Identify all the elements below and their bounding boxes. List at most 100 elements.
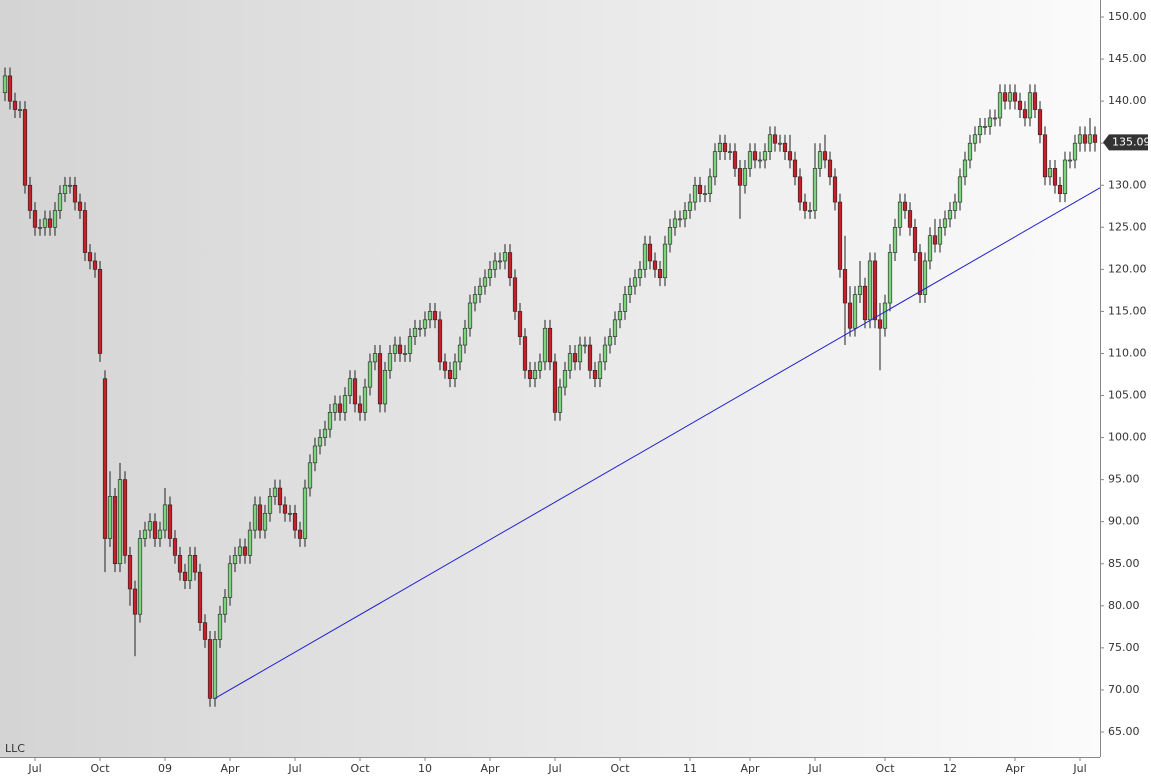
candle-body: [122, 479, 128, 556]
y-tick-label: 105.00: [1108, 389, 1147, 402]
candle-body: [602, 344, 608, 363]
candle-body: [292, 512, 298, 531]
x-tick-label: Jul: [27, 762, 41, 775]
candle-body: [652, 260, 658, 270]
candle-body: [322, 428, 328, 438]
candle-body: [937, 227, 943, 245]
candle-body: [732, 151, 738, 169]
time-axis-background: [0, 757, 1100, 778]
y-tick-label: 65.00: [1108, 725, 1140, 738]
candle-body: [762, 151, 768, 161]
candle-body: [387, 353, 393, 371]
candle-body: [42, 218, 48, 228]
candle-body: [407, 336, 413, 354]
candle-body: [582, 344, 588, 347]
candle-body: [357, 403, 363, 413]
candle-body: [417, 327, 423, 330]
candle-body: [297, 529, 303, 539]
candle-body: [22, 109, 28, 186]
candle-body: [712, 151, 718, 178]
candle-body: [927, 235, 933, 262]
candle-body: [757, 159, 763, 162]
candle-body: [112, 496, 118, 565]
candle-body: [967, 142, 973, 161]
candle-body: [82, 210, 88, 253]
candle-body: [342, 395, 348, 413]
candle-body: [812, 168, 818, 211]
candle-body: [262, 512, 268, 531]
candle-body: [867, 260, 873, 321]
candle-body: [97, 269, 103, 354]
candle-body: [917, 252, 923, 295]
candle-body: [617, 311, 623, 321]
x-tick-label: Apr: [220, 762, 240, 775]
candle-body: [592, 369, 598, 380]
candle-body: [572, 353, 578, 363]
candle-body: [562, 369, 568, 388]
candle-body: [202, 622, 208, 640]
candle-body: [172, 538, 178, 556]
candle-body: [37, 227, 43, 229]
price-axis-background: [1100, 0, 1151, 778]
candle-body: [162, 504, 168, 531]
candle-body: [662, 243, 668, 279]
candle-body: [657, 269, 663, 279]
y-tick-label: 110.00: [1108, 346, 1147, 359]
candle-body: [782, 142, 788, 152]
candle-body: [1092, 134, 1098, 143]
candle-body: [1062, 159, 1068, 194]
source-label: LLC: [5, 742, 25, 755]
candle-body: [492, 260, 498, 270]
candle-body: [682, 210, 688, 220]
candle-body: [737, 168, 743, 186]
candle-body: [607, 336, 613, 346]
candle-body: [392, 344, 398, 354]
candle-body: [282, 504, 288, 514]
candle-body: [787, 151, 793, 161]
candle-body: [32, 210, 38, 228]
candle-body: [667, 227, 673, 245]
candle-body: [1042, 134, 1048, 178]
candle-body: [382, 369, 388, 405]
candle-body: [802, 201, 808, 211]
candle-body: [1027, 92, 1033, 119]
candle-body: [7, 75, 13, 102]
candle-body: [272, 487, 278, 497]
candle-body: [747, 151, 753, 169]
candle-body: [587, 344, 593, 371]
candle-body: [427, 311, 433, 321]
candle-body: [1047, 168, 1053, 178]
candle-body: [837, 201, 843, 270]
candle-body: [362, 386, 368, 413]
candle-body: [977, 126, 983, 136]
x-tick-label: Oct: [875, 762, 895, 775]
candle-body: [692, 184, 698, 203]
y-tick-label: 125.00: [1108, 220, 1147, 233]
candle-body: [72, 184, 78, 203]
trendline: [214, 187, 1101, 699]
y-tick-label: 100.00: [1108, 431, 1147, 444]
candle-body: [1037, 109, 1043, 136]
candle-body: [102, 378, 108, 539]
candle-body: [177, 555, 183, 573]
x-tick-label: 09: [158, 762, 172, 775]
candle-body: [537, 361, 543, 371]
candle-body: [1087, 134, 1093, 144]
candle-body: [462, 327, 468, 346]
x-tick-label: Apr: [1005, 762, 1025, 775]
candle-body: [517, 311, 523, 337]
y-tick-label: 75.00: [1108, 641, 1140, 654]
candle-body: [107, 496, 113, 539]
candle-body: [222, 597, 228, 615]
candle-body: [647, 243, 653, 262]
candle-body: [622, 294, 628, 312]
candle-body: [1057, 184, 1063, 194]
candle-body: [12, 100, 18, 110]
candle-body: [887, 252, 893, 304]
candle-body: [992, 117, 998, 120]
y-tick-label: 115.00: [1108, 304, 1147, 317]
candle-body: [127, 555, 133, 590]
candle-body: [187, 555, 193, 581]
candle-body: [822, 151, 828, 161]
candle-body: [217, 613, 223, 640]
